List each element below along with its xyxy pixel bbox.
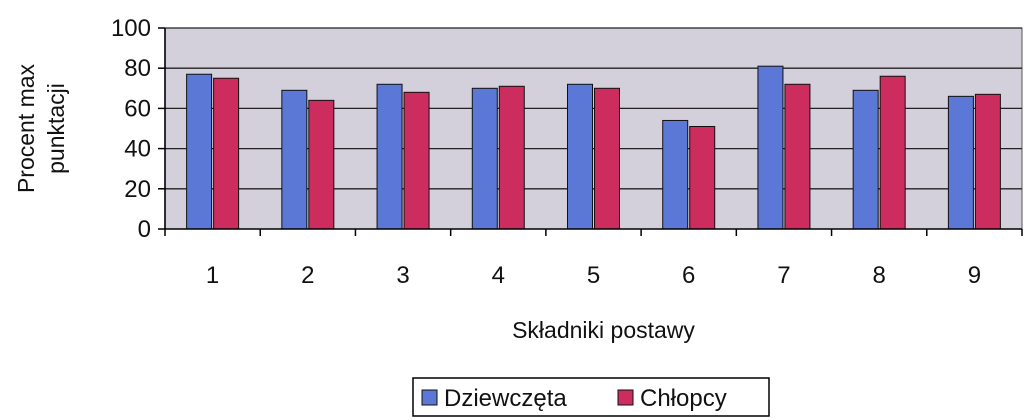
y-tick-label-40: 40 [124,136,151,163]
x-axis-title: Składniki postawy [512,317,695,343]
bar-dziewczeta-4 [471,87,498,230]
bar-dziewczeta-2 [281,89,308,230]
bar-dziewczeta-3 [376,83,403,230]
legend: Dziewczęta Chłopcy [412,377,770,417]
y-tick-label-80: 80 [124,55,151,82]
x-tick-label-2: 2 [301,262,314,289]
bar-chlopcy-4 [498,85,525,230]
bar-chlopcy-3 [403,91,430,230]
x-tick-label-6: 6 [682,262,695,289]
y-tick-label-100: 100 [111,15,151,42]
axes [158,27,1023,236]
plot-area [164,27,1023,230]
gridlines [165,27,1022,190]
legend-swatch-dziewczeta [421,389,438,406]
y-tick-label-20: 20 [124,176,151,203]
bar-chlopcy-5 [594,87,620,230]
y-tick-labels: 0 20 40 60 80 100 [111,15,151,243]
x-tick-label-5: 5 [587,262,600,289]
legend-label-dziewczeta: Dziewczęta [444,385,567,412]
bar-dziewczeta-9 [947,95,974,230]
bar-dziewczeta-7 [757,65,784,230]
bar-dziewczeta-1 [186,73,213,230]
x-tick-label-3: 3 [396,262,409,289]
y-tick-label-60: 60 [124,95,151,122]
bar-chlopcy-1 [213,77,240,230]
x-tick-label-8: 8 [872,262,885,289]
bar-chlopcy-8 [879,75,906,230]
legend-swatch-chlopcy [617,389,634,406]
x-tick-label-4: 4 [492,262,505,289]
legend-box [412,377,770,417]
bar-dziewczeta-8 [852,89,879,230]
bar-chlopcy-6 [689,125,716,230]
x-tick-label-1: 1 [206,262,219,289]
bar-dziewczeta-5 [567,83,593,230]
bars [186,65,1001,230]
x-tick-labels: 1 2 3 4 5 6 7 8 9 [206,262,981,289]
x-tick-label-9: 9 [968,262,981,289]
y-axis-title-line-1: Procent max [13,63,39,193]
x-tick-label-7: 7 [777,262,790,289]
bar-chlopcy-7 [784,83,811,230]
y-tick-label-0: 0 [138,216,151,243]
bar-chlopcy-2 [308,99,335,230]
bar-dziewczeta-6 [662,119,689,230]
y-axis-title-line-2: punktacji [43,83,69,174]
bar-chlopcy-9 [974,93,1001,230]
legend-label-chlopcy: Chłopcy [640,385,727,412]
